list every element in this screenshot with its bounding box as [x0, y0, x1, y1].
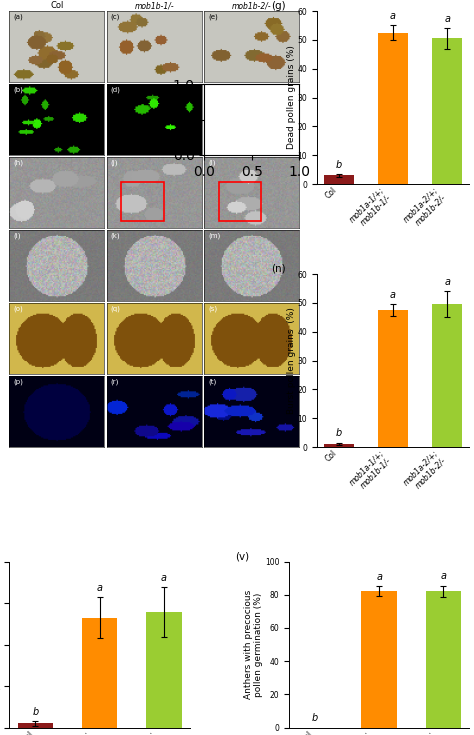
Text: b: b — [312, 714, 318, 723]
Text: (o): (o) — [13, 305, 23, 312]
Text: a: a — [390, 290, 396, 300]
Text: (v): (v) — [235, 551, 249, 562]
Text: (m): (m) — [208, 232, 220, 239]
Text: (s): (s) — [208, 305, 218, 312]
Text: a: a — [376, 573, 382, 582]
Text: (n): (n) — [271, 264, 286, 273]
Text: (f): (f) — [208, 86, 216, 93]
Title: mob1a-2/+;
mob1b-2/-: mob1a-2/+; mob1b-2/- — [229, 0, 274, 10]
Text: (j): (j) — [111, 159, 118, 165]
Bar — [219, 182, 261, 221]
Bar — [121, 182, 164, 221]
Bar — [362, 592, 397, 728]
Y-axis label: Dead pollen grains (%): Dead pollen grains (%) — [287, 46, 296, 149]
Text: a: a — [161, 573, 167, 583]
Bar — [324, 176, 354, 184]
Text: a: a — [440, 571, 447, 581]
Text: (i): (i) — [13, 232, 21, 239]
Text: (h): (h) — [13, 159, 23, 165]
Text: a: a — [445, 14, 450, 24]
Y-axis label: Burst pollen grains  (%): Burst pollen grains (%) — [287, 307, 296, 414]
Text: (l): (l) — [208, 159, 216, 165]
Text: a: a — [390, 11, 396, 21]
Text: b: b — [336, 159, 342, 170]
Bar — [146, 612, 182, 728]
Bar — [432, 38, 462, 184]
Bar — [82, 617, 117, 728]
Bar — [378, 310, 408, 447]
Text: (a): (a) — [13, 13, 23, 20]
Text: a: a — [97, 583, 103, 592]
Title: mob1a-1/+;
mob1b-1/-: mob1a-1/+; mob1b-1/- — [131, 0, 177, 10]
Text: (c): (c) — [111, 13, 120, 20]
Y-axis label: Anthers with precocious
pollen germination (%): Anthers with precocious pollen germinati… — [244, 590, 264, 699]
Text: (d): (d) — [111, 86, 121, 93]
Text: (g): (g) — [271, 1, 286, 10]
Text: (q): (q) — [111, 305, 121, 312]
Text: a: a — [445, 277, 450, 287]
Bar — [432, 304, 462, 447]
Bar — [378, 32, 408, 184]
Title: Col: Col — [50, 1, 64, 10]
Bar — [324, 444, 354, 447]
Text: b: b — [32, 707, 38, 717]
Text: (e): (e) — [208, 13, 218, 20]
Text: (k): (k) — [111, 232, 120, 239]
Text: (r): (r) — [111, 379, 119, 385]
Bar — [18, 723, 53, 728]
Text: (t): (t) — [208, 379, 217, 385]
Bar — [426, 592, 461, 728]
Text: (b): (b) — [13, 86, 23, 93]
Text: b: b — [336, 429, 342, 439]
Text: (p): (p) — [13, 379, 23, 385]
